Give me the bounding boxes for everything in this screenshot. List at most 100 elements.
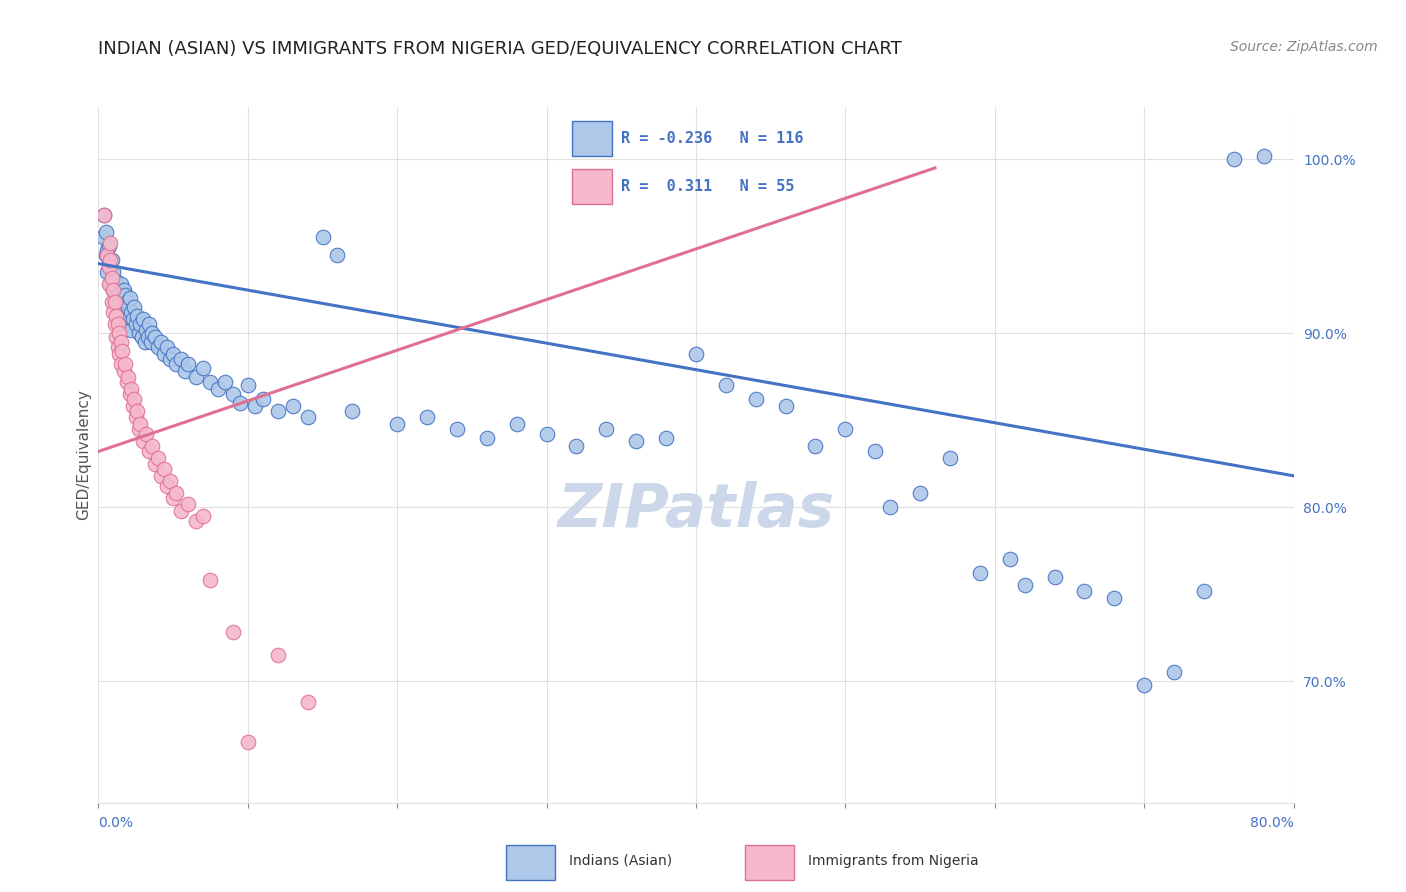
Point — [169, 503, 191, 517]
Point — [110, 294, 132, 309]
Point — [96, 248, 118, 262]
Point — [252, 392, 274, 407]
Point — [103, 265, 125, 279]
Point — [114, 358, 136, 372]
Point — [105, 274, 128, 288]
Point — [93, 208, 115, 222]
Point — [536, 427, 558, 442]
Point — [118, 387, 141, 401]
Point — [416, 409, 439, 424]
Point — [103, 305, 125, 319]
Point — [94, 225, 117, 239]
Point — [775, 399, 797, 413]
Point — [97, 256, 120, 270]
Point — [135, 427, 157, 442]
Point — [110, 358, 132, 372]
Point — [104, 294, 127, 309]
Point — [165, 486, 187, 500]
Point — [121, 312, 143, 326]
Point — [939, 451, 962, 466]
Point — [120, 323, 142, 337]
Point — [112, 364, 135, 378]
Point — [236, 378, 259, 392]
FancyBboxPatch shape — [572, 169, 612, 204]
Point — [117, 369, 139, 384]
Point — [311, 230, 333, 244]
Point — [565, 439, 588, 453]
Point — [107, 318, 129, 332]
Point — [745, 392, 768, 407]
Point — [105, 309, 128, 323]
Point — [1192, 583, 1215, 598]
Point — [1104, 591, 1126, 605]
Point — [124, 300, 146, 314]
Point — [127, 404, 149, 418]
Point — [177, 497, 200, 511]
Point — [1223, 152, 1246, 166]
Point — [150, 334, 173, 349]
Point — [165, 358, 187, 372]
Point — [148, 451, 170, 466]
Point — [267, 404, 290, 418]
Point — [101, 270, 124, 285]
Point — [101, 253, 124, 268]
Point — [132, 312, 155, 326]
Point — [94, 248, 117, 262]
Point — [97, 277, 120, 292]
Point — [162, 347, 184, 361]
Point — [191, 508, 214, 523]
Point — [475, 430, 498, 444]
Point — [595, 422, 617, 436]
Text: Immigrants from Nigeria: Immigrants from Nigeria — [808, 854, 979, 868]
Point — [120, 382, 142, 396]
Point — [138, 444, 160, 458]
Point — [236, 735, 259, 749]
Text: INDIAN (ASIAN) VS IMMIGRANTS FROM NIGERIA GED/EQUIVALENCY CORRELATION CHART: INDIAN (ASIAN) VS IMMIGRANTS FROM NIGERI… — [98, 40, 903, 58]
Text: R =  0.311   N = 55: R = 0.311 N = 55 — [621, 179, 794, 194]
Point — [111, 291, 134, 305]
Point — [125, 318, 148, 332]
Point — [969, 566, 991, 581]
Point — [245, 399, 267, 413]
Point — [1014, 578, 1036, 592]
FancyBboxPatch shape — [506, 845, 555, 880]
Point — [1133, 677, 1156, 691]
Point — [156, 479, 179, 493]
Point — [1073, 583, 1095, 598]
Point — [342, 404, 364, 418]
Point — [104, 318, 127, 332]
Point — [112, 300, 135, 314]
Point — [105, 291, 128, 305]
Point — [105, 329, 128, 343]
Point — [96, 243, 118, 257]
Point — [998, 552, 1021, 566]
Point — [159, 352, 181, 367]
Point — [108, 347, 131, 361]
Point — [655, 430, 678, 444]
Point — [103, 283, 125, 297]
Point — [115, 312, 138, 326]
Point — [117, 318, 139, 332]
Point — [214, 375, 236, 389]
Point — [128, 422, 150, 436]
Point — [101, 294, 124, 309]
Point — [115, 375, 138, 389]
Point — [200, 375, 222, 389]
Point — [112, 283, 135, 297]
Point — [107, 300, 129, 314]
Point — [297, 409, 319, 424]
Point — [134, 334, 156, 349]
Point — [141, 439, 163, 453]
Point — [191, 360, 214, 375]
Point — [98, 253, 122, 268]
Point — [91, 230, 114, 244]
Point — [93, 208, 115, 222]
Point — [98, 260, 122, 274]
Point — [115, 294, 138, 309]
Point — [107, 283, 129, 297]
Point — [98, 277, 122, 292]
Point — [624, 434, 647, 448]
Point — [156, 340, 179, 354]
Point — [108, 288, 131, 302]
Text: 0.0%: 0.0% — [98, 816, 134, 830]
